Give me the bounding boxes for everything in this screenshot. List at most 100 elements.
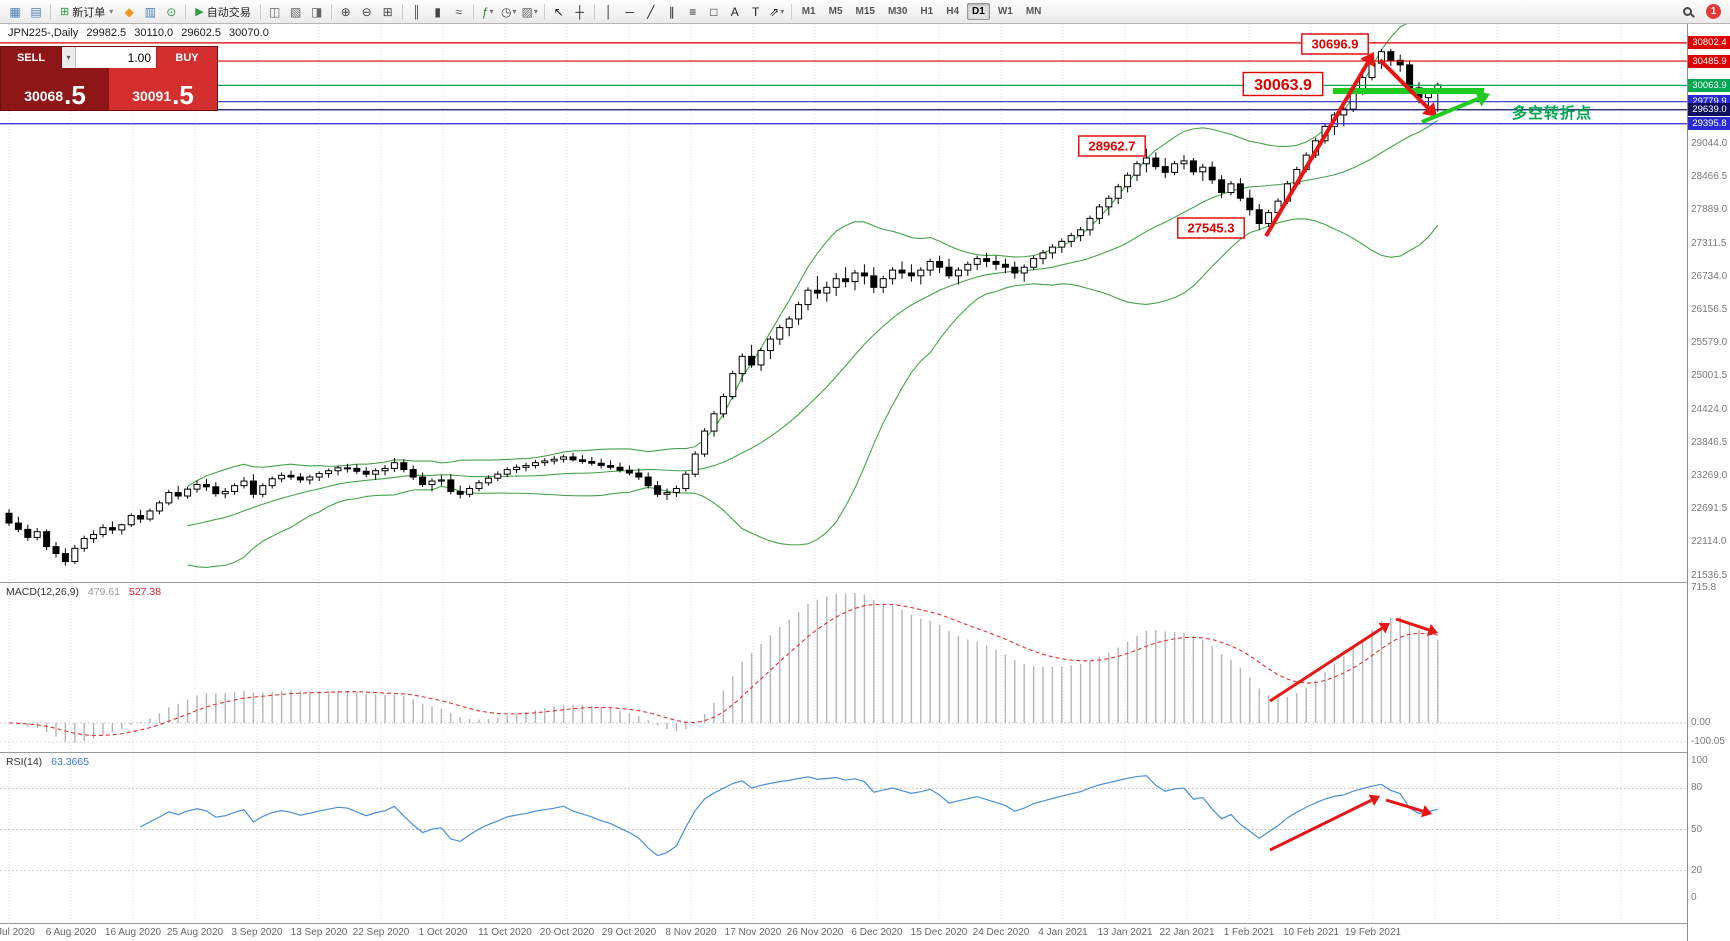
shapes-icon[interactable]: □: [710, 4, 718, 19]
timeframe-button-m15[interactable]: M15: [855, 6, 875, 17]
candle: [757, 350, 765, 366]
timeframe-button-d1[interactable]: D1: [967, 3, 990, 20]
candle: [1133, 163, 1141, 176]
candle: [832, 278, 840, 288]
fibonacci-icon[interactable]: ≡: [689, 4, 697, 19]
arrows-icon[interactable]: ⇗ ▾: [769, 4, 785, 19]
help-icon[interactable]: ⊙: [166, 4, 177, 19]
new-chart-icon[interactable]: ◫: [269, 4, 281, 19]
rsi-indicator-pane: RSI(14) 63.3665: [0, 753, 1687, 924]
macd-signal-line: [8, 603, 1438, 737]
candle: [1218, 179, 1226, 193]
price-axis-label: 23846.5: [1691, 436, 1728, 448]
candle: [907, 272, 915, 277]
buy-price-main: 30091: [132, 88, 172, 104]
candle: [1171, 163, 1179, 173]
search-icon[interactable]: [1677, 2, 1697, 21]
trend-arrow[interactable]: [1385, 798, 1432, 818]
candle: [1086, 217, 1094, 231]
candle: [259, 485, 267, 495]
one-click-trade-panel: SELL ▾ BUY 30068 .5 30091 .5: [0, 46, 218, 111]
timeframe-button-w1[interactable]: W1: [997, 6, 1013, 17]
trend-arrow[interactable]: [1269, 622, 1390, 703]
profiles-icon[interactable]: ▧: [290, 4, 302, 19]
trend-arrow[interactable]: [1421, 91, 1490, 124]
data-window-icon[interactable]: ◨: [311, 4, 323, 19]
notification-badge[interactable]: 1: [1706, 4, 1721, 19]
candle: [221, 490, 229, 495]
zoom-in-icon[interactable]: ⊕: [340, 4, 351, 19]
candle: [898, 269, 906, 274]
price-scale[interactable]: 29044.0 28466.5 27889.0 27311.5 26734.0 26156…: [1687, 24, 1730, 941]
timeframe-button-h4[interactable]: H4: [946, 6, 960, 17]
candle: [597, 462, 605, 467]
macd-main-value: 479.61: [87, 586, 120, 598]
chart-window-icon[interactable]: ▦: [9, 4, 21, 19]
toolbar-separator: [50, 3, 51, 20]
vertical-line-icon[interactable]: │: [604, 4, 613, 19]
timeframe-button-m1[interactable]: M1: [801, 6, 816, 17]
candle: [1095, 206, 1103, 219]
text-icon[interactable]: A: [730, 4, 739, 19]
buy-price-box[interactable]: 30091 .5: [109, 68, 217, 110]
line-chart-type-icon[interactable]: ≈: [455, 4, 462, 19]
channel-icon[interactable]: ∥: [668, 4, 675, 19]
timeframe-button-mn[interactable]: MN: [1025, 6, 1042, 17]
periods-icon[interactable]: ◷ ▾: [500, 4, 517, 19]
main-chart-canvas[interactable]: 30696.9 30063.9 28962.7 27545.3: [0, 24, 1687, 583]
rsi-canvas[interactable]: [0, 753, 1687, 924]
trend-arrow[interactable]: [1264, 52, 1375, 238]
candle: [287, 474, 295, 478]
grid-lines: [8, 24, 1622, 582]
rsi-axis-label: 100: [1691, 755, 1708, 766]
market-watch-icon[interactable]: ▤: [30, 4, 42, 19]
candle: [889, 269, 897, 280]
templates-icon[interactable]: ▨ ▾: [521, 4, 538, 19]
candle: [1180, 160, 1188, 165]
horizontal-line-icon[interactable]: ─: [625, 4, 634, 19]
candle: [766, 338, 774, 352]
candle: [748, 355, 756, 366]
timeframe-button-m5[interactable]: M5: [828, 6, 843, 17]
crosshair-icon[interactable]: ┼: [575, 4, 584, 19]
chart-title: JPN225-,Daily 29982.5 30110.0 29602.5 30…: [8, 27, 274, 39]
date-axis-label: 23 Jul 2020: [0, 927, 35, 938]
buy-button[interactable]: BUY: [156, 47, 217, 68]
candle: [80, 538, 88, 549]
trend-arrow[interactable]: [1378, 58, 1437, 117]
zoom-out-icon[interactable]: ⊖: [361, 4, 372, 19]
macd-title: MACD(12,26,9) 479.61 527.38: [6, 586, 161, 598]
candle: [1387, 51, 1395, 61]
sell-button[interactable]: SELL: [1, 47, 62, 68]
volume-dropdown-icon[interactable]: ▾: [62, 47, 76, 68]
metaeditor-icon[interactable]: ▥: [144, 4, 156, 19]
tile-windows-icon[interactable]: ⊞: [382, 4, 393, 19]
volume-input[interactable]: [76, 47, 156, 68]
timeframe-button-h1[interactable]: H1: [920, 6, 934, 17]
price-axis-label: 29044.0: [1691, 137, 1728, 149]
candle: [550, 458, 558, 462]
trend-arrow[interactable]: [1395, 617, 1438, 636]
trendline-icon[interactable]: ╱: [647, 4, 655, 19]
candle: [1039, 252, 1047, 260]
candle: [165, 492, 173, 504]
candle: [1199, 166, 1207, 173]
candle: [437, 479, 445, 482]
candlestick-chart-type-icon[interactable]: ▮: [434, 4, 441, 19]
timeframe-button-m30[interactable]: M30: [887, 6, 908, 17]
macd-canvas[interactable]: [0, 583, 1687, 753]
indicators-icon[interactable]: ƒ ▾: [481, 4, 494, 19]
label-icon[interactable]: T: [752, 4, 760, 19]
mql5-community-icon[interactable]: ◆: [124, 4, 134, 19]
autotrading-button[interactable]: ▶ 自动交易: [195, 6, 251, 19]
candle: [419, 476, 427, 486]
candle: [494, 473, 502, 479]
new-order-button[interactable]: ⊞ 新订单 ▾: [60, 6, 114, 19]
trend-arrow[interactable]: [1269, 794, 1380, 852]
cursor-icon[interactable]: ↖: [553, 4, 564, 19]
sell-price-box[interactable]: 30068 .5: [1, 68, 109, 110]
candle: [710, 413, 718, 432]
bar-chart-type-icon[interactable]: ║: [412, 4, 421, 19]
price-axis-label: 26734.0: [1691, 270, 1728, 282]
bollinger-middle-line: [187, 119, 1439, 527]
